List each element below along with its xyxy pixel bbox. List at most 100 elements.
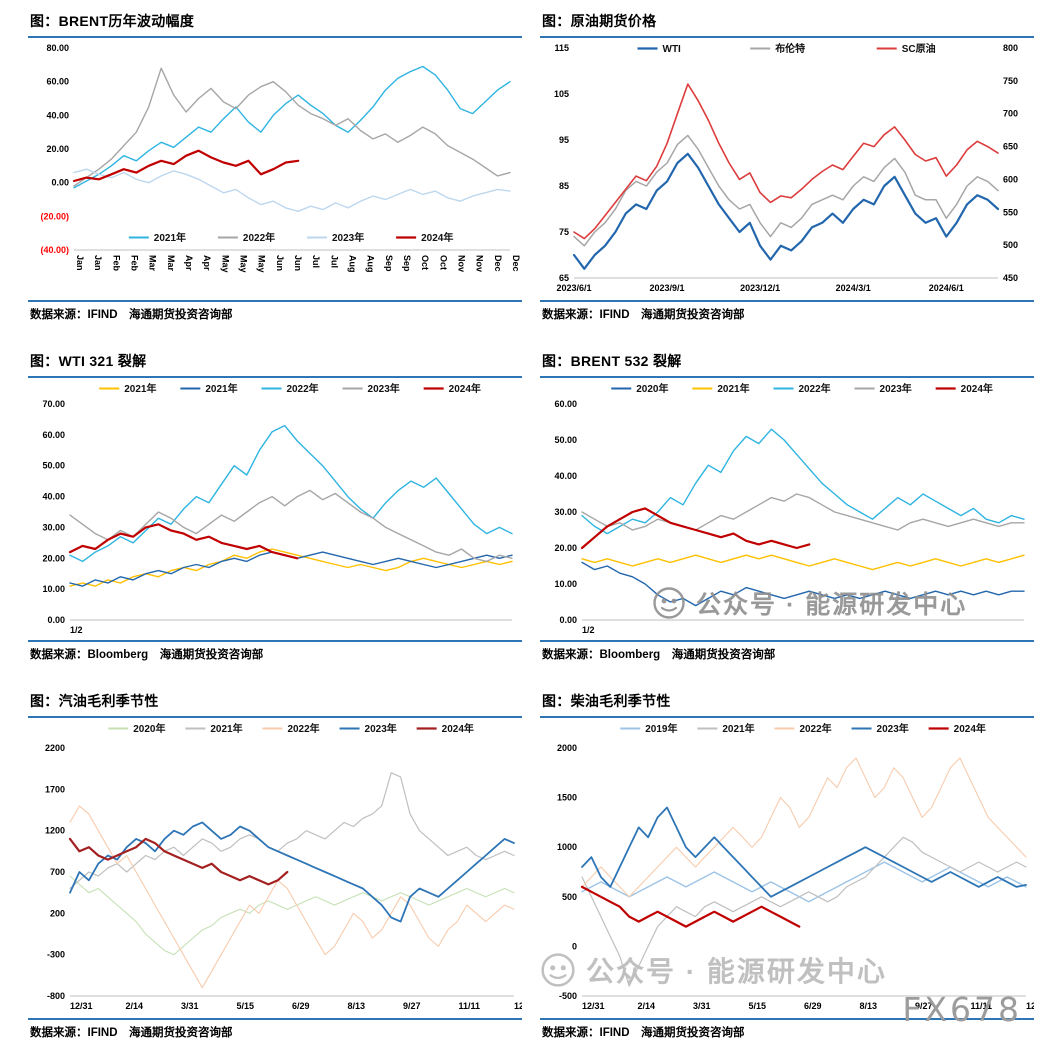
y-tick-label: 2200 [45, 743, 65, 753]
series-line-2022年 [581, 757, 1027, 898]
series-line-2021年 [581, 836, 1027, 987]
y-tick-label: 2000 [557, 743, 577, 753]
x-tick-label: 1/2 [582, 625, 595, 635]
legend-label: 2023年 [332, 231, 364, 244]
chart-card-gasoline-margin-seasonality: 图：汽油毛利季节性 2200 1700 1200 700 200 -300 -800 12/3… [28, 686, 522, 1042]
x-tick-label: 5/15 [749, 1001, 767, 1011]
y-tick-label: 95 [559, 135, 569, 145]
y-tick-label-right: 800 [1003, 43, 1018, 53]
series-line-2021年 [581, 554, 1025, 571]
series-line-2022年 [73, 67, 511, 187]
x-tick-label: Nov [457, 255, 467, 272]
x-tick-label: Apr [184, 255, 194, 271]
y-tick-label: -800 [47, 991, 65, 1001]
x-tick-label: Jul [329, 255, 339, 268]
chart-canvas-gasoline-margin: 2200 1700 1200 700 200 -300 -800 12/31 2/14 3/31 5… [45, 722, 522, 1011]
legend-label: WTI [663, 44, 682, 55]
y-tick-label: 1700 [45, 784, 65, 794]
x-tick-label: 6/29 [804, 1001, 822, 1011]
y-tick-label-right: 500 [1003, 240, 1018, 250]
x-tick-label: 2023/12/1 [740, 283, 780, 293]
y-tick-label: 0.00 [47, 615, 65, 625]
series-line-2022年 [69, 424, 513, 563]
x-tick-label: 2/14 [126, 1001, 144, 1011]
chart-source: 数据来源：IFIND 海通期货投资咨询部 [28, 1018, 522, 1042]
series-line-2023年 [581, 493, 1025, 531]
y-tick-label: 30.00 [42, 522, 65, 532]
y-tick-label-right: 600 [1003, 174, 1018, 184]
chart-title: 图：汽油毛利季节性 [28, 686, 522, 718]
y-tick-label: 1200 [45, 826, 65, 836]
chart-card-diesel-margin-seasonality: 图：柴油毛利季节性 2000 1500 1000 500 0 -500 12/31 2/14 3… [540, 686, 1034, 1042]
chart-source: 数据来源：IFIND 海通期货投资咨询部 [540, 300, 1034, 324]
chart-source: 数据来源：IFIND 海通期货投资咨询部 [540, 1018, 1034, 1042]
x-tick-label: 2023/9/1 [650, 283, 685, 293]
x-tick-label: 2024/3/1 [836, 283, 871, 293]
x-tick-label: Feb [130, 255, 140, 272]
y-tick-label: 40.00 [554, 471, 577, 481]
x-tick-label: Dec [511, 255, 521, 272]
legend-label: 2020年 [133, 722, 165, 735]
x-tick-label: Aug [366, 255, 376, 273]
y-tick-label: 0.00 [51, 178, 69, 188]
x-tick-label: 3/31 [693, 1001, 711, 1011]
x-tick-label: Feb [111, 255, 121, 272]
x-tick-label: Jan [75, 255, 85, 271]
legend-label: 2022年 [798, 382, 830, 395]
x-tick-label: Oct [420, 255, 430, 270]
chart-canvas-wti-321-crack: 70.00 60.00 50.00 40.00 30.00 20.00 10.00 0.00 1… [42, 382, 513, 635]
x-tick-label: Jun [275, 255, 285, 271]
x-tick-label: Sep [402, 255, 412, 272]
series-line-2023年 [69, 821, 515, 923]
legend-label: 2023年 [880, 382, 912, 395]
legend-label: 2024年 [442, 722, 474, 735]
series-line-布伦特 [573, 134, 999, 247]
legend-label: 2023年 [368, 382, 400, 395]
chart-canvas-crude-futures-price: 115 105 95 85 75 65 800 750 700 650 600 550 500 450 20… [554, 42, 1018, 293]
legend-label: 2024年 [961, 382, 993, 395]
series-line-2024年 [580, 885, 801, 928]
chart-title: 图：WTI 321 裂解 [28, 346, 522, 378]
x-tick-label: 9/27 [403, 1001, 421, 1011]
y-tick-label: 20.00 [46, 144, 69, 154]
y-tick-label: 10.00 [42, 584, 65, 594]
legend-label: 2022年 [799, 722, 831, 735]
legend-label: 2024年 [421, 231, 453, 244]
y-tick-label: 85 [559, 181, 569, 191]
y-tick-label: 10.00 [554, 579, 577, 589]
chart-canvas-diesel-margin: 2000 1500 1000 500 0 -500 12/31 2/14 3/31 5/15 6/2… [557, 722, 1034, 1011]
y-tick-label-right: 550 [1003, 207, 1018, 217]
x-tick-label: Dec [493, 255, 503, 272]
series-line-2024年 [580, 507, 811, 550]
x-tick-label: Nov [475, 255, 485, 272]
chart-card-crude-futures-price: 图：原油期货价格 115 105 95 85 75 65 800 750 700 650 600 55… [540, 6, 1034, 324]
y-tick-label: 20.00 [42, 553, 65, 563]
series-line-2023年 [73, 168, 511, 212]
chart-source: 数据来源：IFIND 海通期货投资咨询部 [28, 300, 522, 324]
x-tick-label: 2/14 [638, 1001, 656, 1011]
y-tick-label-right: 650 [1003, 142, 1018, 152]
series-line-SC原油 [573, 83, 999, 240]
chart-card-brent-532-crack: 图：BRENT 532 裂解 60.00 50.00 40.00 30.00 20.00… [540, 346, 1034, 664]
y-tick-label: 60.00 [42, 430, 65, 440]
y-tick-label: 700 [50, 867, 65, 877]
x-tick-label: 6/29 [292, 1001, 310, 1011]
chart-card-wti-321-crack: 图：WTI 321 裂解 70.00 60.00 50.00 40.00 30.00 20… [28, 346, 522, 664]
x-tick-label: Mar [166, 255, 176, 272]
legend-label: 2021年 [154, 231, 186, 244]
legend-label: 2020年 [636, 382, 668, 395]
x-tick-label: 8/13 [860, 1001, 878, 1011]
legend-label: 2022年 [243, 231, 275, 244]
y-tick-label-right: 750 [1003, 76, 1018, 86]
y-tick-label: (20.00) [40, 211, 69, 221]
chart-title: 图：BRENT 532 裂解 [540, 346, 1034, 378]
series-line-2023年 [581, 806, 1027, 898]
chart-source: 数据来源：Bloomberg 海通期货投资咨询部 [28, 640, 522, 664]
x-tick-label: Oct [438, 255, 448, 270]
legend-label: 2024年 [954, 722, 986, 735]
x-tick-label: Aug [348, 255, 358, 273]
series-line-2021年 [69, 772, 515, 890]
x-tick-label: May [257, 255, 267, 273]
y-tick-label: 70.00 [42, 399, 65, 409]
